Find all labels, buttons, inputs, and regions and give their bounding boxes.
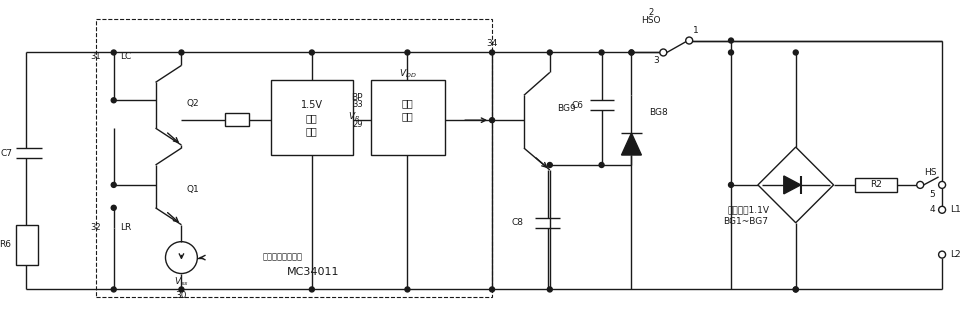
- Text: LC: LC: [120, 52, 131, 61]
- Text: L1: L1: [951, 205, 961, 214]
- Text: 1: 1: [693, 26, 699, 35]
- Text: Q2: Q2: [186, 99, 199, 108]
- Text: 29: 29: [352, 120, 362, 129]
- Text: 31: 31: [91, 52, 101, 61]
- Text: 2: 2: [649, 8, 654, 17]
- Circle shape: [490, 118, 495, 123]
- Text: 33: 33: [352, 100, 362, 109]
- Circle shape: [793, 50, 798, 55]
- Text: BP: BP: [351, 93, 362, 102]
- Circle shape: [405, 287, 410, 292]
- Text: Q1: Q1: [186, 185, 200, 194]
- Circle shape: [548, 50, 552, 55]
- Circle shape: [629, 50, 634, 55]
- Text: 5: 5: [929, 190, 935, 200]
- Text: BG8: BG8: [650, 108, 668, 117]
- Text: HS: HS: [924, 169, 936, 177]
- Bar: [855, 178, 897, 192]
- Circle shape: [729, 50, 734, 55]
- Circle shape: [309, 50, 314, 55]
- Circle shape: [490, 50, 495, 55]
- Text: BG1~BG7: BG1~BG7: [723, 217, 768, 226]
- Text: R6: R6: [0, 240, 12, 249]
- Bar: [370, 81, 445, 155]
- Circle shape: [309, 287, 314, 292]
- Text: 1.5V: 1.5V: [301, 100, 323, 110]
- Text: 32: 32: [91, 223, 101, 232]
- Text: 调整: 调整: [402, 111, 414, 121]
- Circle shape: [405, 50, 410, 55]
- Circle shape: [939, 182, 946, 188]
- Circle shape: [685, 37, 693, 44]
- Circle shape: [793, 287, 798, 292]
- Circle shape: [111, 183, 117, 187]
- Circle shape: [939, 251, 946, 258]
- Text: $V_R$: $V_R$: [348, 111, 360, 124]
- Circle shape: [548, 287, 552, 292]
- Text: 电平: 电平: [306, 113, 318, 123]
- Polygon shape: [784, 176, 801, 194]
- Circle shape: [729, 38, 734, 43]
- Text: 34: 34: [487, 39, 497, 48]
- Text: 3: 3: [654, 56, 659, 65]
- Circle shape: [111, 287, 117, 292]
- Text: （从拨号电路来）: （从拨号电路来）: [263, 252, 303, 261]
- Circle shape: [111, 98, 117, 103]
- Bar: [271, 81, 353, 155]
- Text: $V_{DD}$: $V_{DD}$: [399, 67, 416, 80]
- Circle shape: [490, 287, 495, 292]
- Text: R2: R2: [870, 180, 882, 189]
- Text: 4: 4: [929, 205, 935, 214]
- Circle shape: [659, 49, 667, 56]
- Text: C8: C8: [512, 218, 523, 227]
- Circle shape: [599, 50, 604, 55]
- Text: 稳压数值1.1V: 稳压数值1.1V: [728, 205, 770, 214]
- Circle shape: [111, 205, 117, 210]
- Text: LR: LR: [120, 223, 131, 232]
- Circle shape: [548, 162, 552, 168]
- Circle shape: [793, 287, 798, 292]
- Circle shape: [917, 182, 924, 188]
- Text: HSO: HSO: [642, 16, 661, 25]
- Circle shape: [179, 50, 184, 55]
- Text: $V_{ss}$: $V_{ss}$: [174, 275, 189, 288]
- Circle shape: [629, 50, 634, 55]
- Text: 移动: 移动: [306, 126, 318, 136]
- Text: MC34011: MC34011: [286, 267, 339, 276]
- Circle shape: [111, 50, 117, 55]
- Text: C7: C7: [0, 149, 13, 157]
- Circle shape: [939, 206, 946, 213]
- Polygon shape: [622, 133, 641, 155]
- Bar: [16, 225, 38, 265]
- Circle shape: [729, 183, 734, 187]
- Text: BG9: BG9: [557, 104, 576, 113]
- Text: C6: C6: [572, 101, 583, 110]
- Text: 30: 30: [175, 291, 187, 300]
- Bar: [226, 113, 249, 126]
- Circle shape: [179, 287, 184, 292]
- Text: L2: L2: [951, 250, 961, 259]
- Text: 电压: 电压: [402, 98, 414, 108]
- Bar: [95, 19, 492, 297]
- Circle shape: [599, 162, 604, 168]
